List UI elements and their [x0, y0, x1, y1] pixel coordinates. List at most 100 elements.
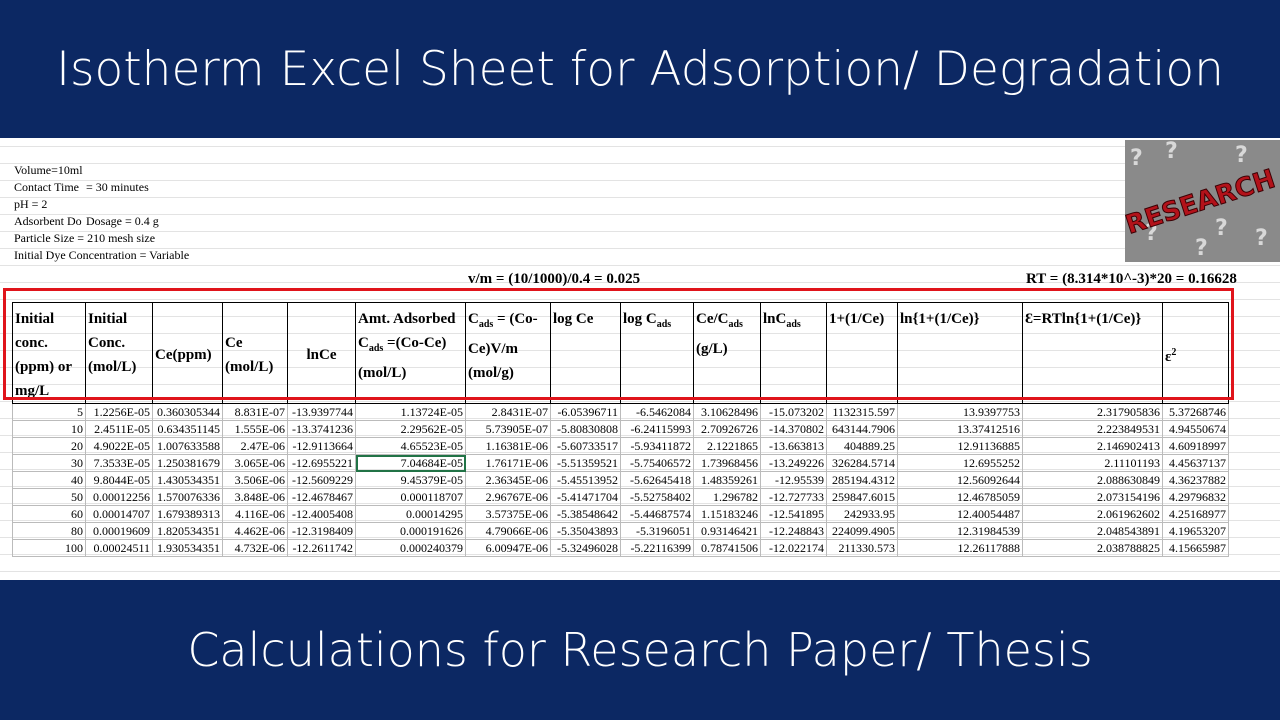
table-cell: 9.45379E-05 [355, 471, 466, 489]
header-cell: ε2 [1162, 302, 1229, 404]
note-text: Particle Size = 210 mesh size [14, 231, 156, 245]
table-cell: 2.048543891 [1022, 522, 1163, 540]
table-cell: 0.000118707 [355, 488, 466, 506]
table-cell: 13.9397753 [897, 403, 1023, 421]
table-cell: 242933.95 [826, 505, 898, 523]
table-cell: 12.91136885 [897, 437, 1023, 455]
table-cell: 1.48359261 [693, 471, 761, 489]
table-row: 100 0.00024511 1.930534351 4.732E-06 -12.261… [12, 539, 1229, 557]
header-cell: Ce (mol/L) [222, 302, 288, 404]
header-text: ln{1+(1/Ce)} [900, 311, 980, 327]
table-cell: -5.3196051 [620, 522, 694, 540]
table-cell: 2.317905836 [1022, 403, 1163, 421]
header-text: Amt. Adsorbed C [358, 311, 456, 351]
table-cell: -12.2611742 [287, 539, 356, 557]
table-cell: -13.9397744 [287, 403, 356, 421]
table-cell: 4.65523E-05 [355, 437, 466, 455]
table-cell: -12.3198409 [287, 522, 356, 540]
table-cell: 4.19653207 [1162, 522, 1229, 540]
subscript: ads [786, 319, 801, 330]
formula: v/m = (10/1000)/0.4 = 0.025 [468, 271, 641, 287]
table-row: 60 0.00014707 1.679389313 4.116E-06 -12.4005… [12, 505, 1229, 523]
table-cell: 2.223849531 [1022, 420, 1163, 438]
table-cell: -12.4678467 [287, 488, 356, 506]
note-text: = 30 minutes [86, 180, 149, 194]
table-cell: 12.46785059 [897, 488, 1023, 506]
table-cell: 2.061962602 [1022, 505, 1163, 523]
table-cell: 3.506E-06 [222, 471, 288, 489]
header-text: =(Co-Ce) (mol/L) [358, 335, 447, 381]
table-cell: 80 [12, 522, 86, 540]
note-line: Volume=10ml [14, 163, 83, 178]
table-cell: 4.60918997 [1162, 437, 1229, 455]
table-cell: 285194.4312 [826, 471, 898, 489]
table-cell: 12.31984539 [897, 522, 1023, 540]
header-text: Ɛ=RTln{1+(1/Ce)} [1025, 311, 1142, 327]
table-cell: 9.8044E-05 [85, 471, 153, 489]
header-text: Ce (mol/L) [225, 335, 274, 375]
subscript: ads [478, 319, 494, 330]
table-cell: 0.00024511 [85, 539, 153, 557]
table-cell: 1.820534351 [152, 522, 223, 540]
table-cell: 4.79066E-06 [465, 522, 551, 540]
table-cell: 0.360305344 [152, 403, 223, 421]
svg-text:?: ? [1145, 221, 1158, 246]
header-cell: Initial Conc. (mol/L) [85, 302, 153, 404]
header-text: (g/L) [696, 341, 728, 357]
subscript: ads [728, 319, 743, 330]
table-cell: 4.732E-06 [222, 539, 288, 557]
header-text: log C [623, 311, 657, 327]
note-text: Contact Time [14, 180, 80, 194]
header-text: 1+(1/Ce) [829, 311, 885, 327]
table-cell: 404889.25 [826, 437, 898, 455]
table-cell: 1.679389313 [152, 505, 223, 523]
table-cell: 1.13724E-05 [355, 403, 466, 421]
table-cell: 1.430534351 [152, 471, 223, 489]
table-cell: -5.41471704 [550, 488, 621, 506]
table-cell: 3.10628496 [693, 403, 761, 421]
table-row: 50 0.00012256 1.570076336 3.848E-06 -12.4678… [12, 488, 1229, 506]
subscript: ads [656, 319, 672, 330]
table-cell: -5.60733517 [550, 437, 621, 455]
table-cell: 12.26117888 [897, 539, 1023, 557]
table-cell: -12.5609229 [287, 471, 356, 489]
table-cell: 7.04684E-05 [355, 454, 466, 472]
header-text: Ce(ppm) [155, 347, 212, 363]
header-text: ε [1165, 349, 1172, 365]
table-cell: -12.95539 [760, 471, 827, 489]
header-text: Initial Conc. (mol/L) [88, 311, 137, 375]
note-line: Initial Dye Concentration = Variable [14, 248, 189, 263]
header-cell: Ce/Cads (g/L) [693, 302, 761, 404]
table-cell: 1.250381679 [152, 454, 223, 472]
table-cell: 2.4511E-05 [85, 420, 153, 438]
header-row: Initial conc. (ppm) or mg/L Initial Conc… [12, 302, 1229, 404]
table-cell: 2.96767E-06 [465, 488, 551, 506]
header-cell: log Ce [550, 302, 621, 404]
table-cell: 12.6955252 [897, 454, 1023, 472]
table-cell: 4.45637137 [1162, 454, 1229, 472]
svg-text:?: ? [1235, 143, 1248, 168]
title: Isotherm Excel Sheet for Adsorption/ Deg… [56, 41, 1224, 97]
table-cell: 1.76171E-06 [465, 454, 551, 472]
table-cell: 2.8431E-07 [465, 403, 551, 421]
table-cell: 0.00019609 [85, 522, 153, 540]
table-row: 40 9.8044E-05 1.430534351 3.506E-06 -12.5609… [12, 471, 1229, 489]
table-cell: 50 [12, 488, 86, 506]
table-cell: 0.00014707 [85, 505, 153, 523]
header-text: lnCe [306, 347, 337, 363]
table-cell: -5.62645418 [620, 471, 694, 489]
note-line: Adsorbent Do Dosage = 0.4 g [14, 214, 159, 229]
svg-text:?: ? [1195, 236, 1208, 261]
note-text: Adsorbent Do [14, 214, 82, 228]
table-cell: -6.24115993 [620, 420, 694, 438]
note-line: pH = 2 [14, 197, 47, 212]
table-cell: 10 [12, 420, 86, 438]
table-cell: -6.05396711 [550, 403, 621, 421]
table-cell: -5.75406572 [620, 454, 694, 472]
table-cell: 1132315.597 [826, 403, 898, 421]
table-cell: 4.94550674 [1162, 420, 1229, 438]
table-cell: -5.93411872 [620, 437, 694, 455]
note-text: pH = 2 [14, 197, 48, 211]
table-cell: 1.2256E-05 [85, 403, 153, 421]
table-cell: 3.848E-06 [222, 488, 288, 506]
